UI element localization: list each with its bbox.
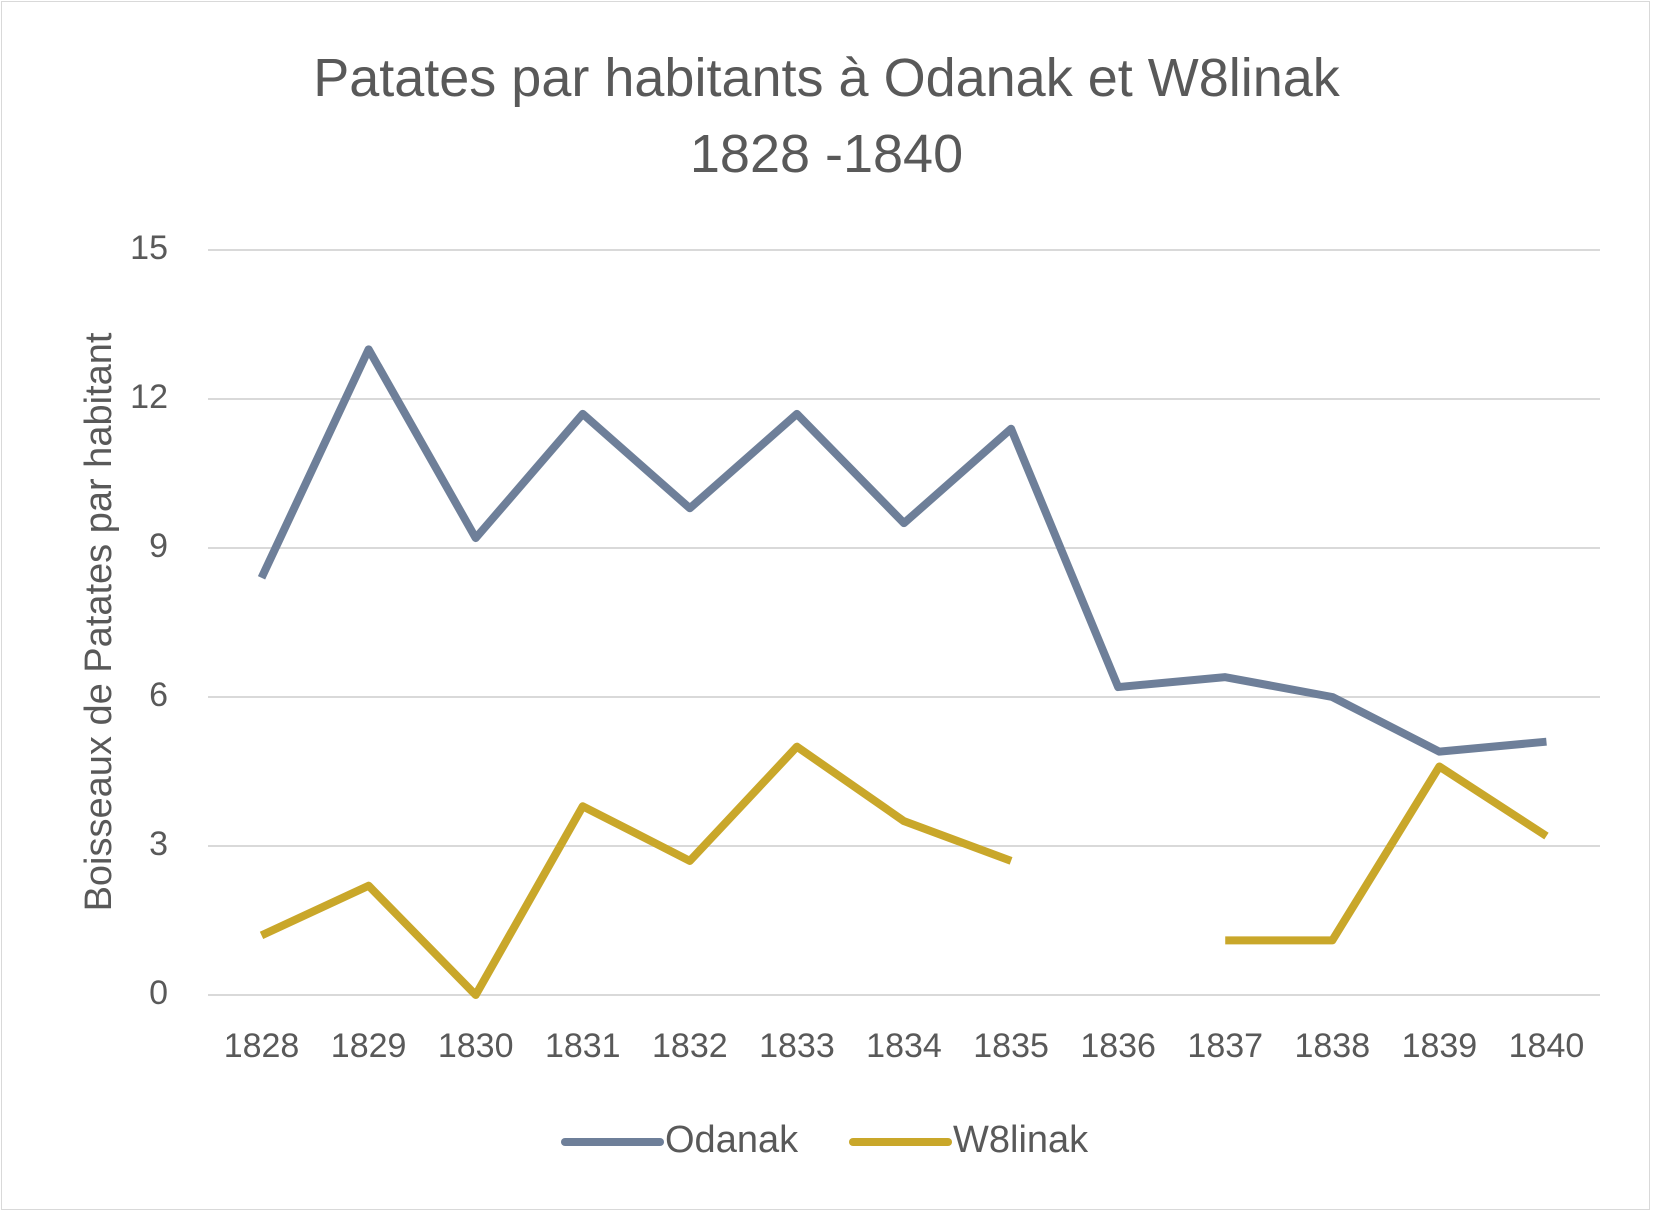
x-tick-label: 1835: [973, 1027, 1049, 1065]
x-tick-label: 1838: [1294, 1027, 1370, 1065]
x-tick-label: 1837: [1187, 1027, 1263, 1065]
series-line-w8linak: [259, 742, 1013, 999]
x-tick-label: 1831: [545, 1027, 621, 1065]
series-line-odanak: [257, 345, 1547, 756]
legend-label-w8linak: W8linak: [953, 1119, 1089, 1161]
series-lines: [257, 345, 1549, 999]
y-tick-label: 6: [149, 676, 168, 714]
y-tick-label: 3: [149, 825, 168, 863]
x-tick-label: 1830: [438, 1027, 514, 1065]
x-tick-label: 1828: [224, 1027, 300, 1065]
y-tick-label: 12: [130, 378, 168, 416]
series-line-w8linak: [1225, 762, 1549, 945]
x-tick-label: 1840: [1509, 1027, 1585, 1065]
chart-subtitle: 1828 -1840: [689, 124, 964, 184]
x-tick-label: 1839: [1402, 1027, 1478, 1065]
x-tick-label: 1829: [331, 1027, 407, 1065]
y-tick-label: 15: [130, 229, 168, 267]
x-tick-label: 1832: [652, 1027, 728, 1065]
chart-title: Patates par habitants à Odanak et W8lina…: [313, 48, 1340, 108]
gridlines: [208, 249, 1600, 996]
y-tick-label: 0: [149, 974, 168, 1012]
y-axis-label: Boisseaux de Patates par habitant: [78, 332, 120, 911]
x-axis-ticks: 1828 1829 1830 1831 1832 1833 1834 1835 1836 1837…: [224, 1027, 1585, 1065]
x-tick-label: 1833: [759, 1027, 835, 1065]
y-tick-label: 9: [149, 527, 168, 565]
legend-label-odanak: Odanak: [665, 1119, 799, 1161]
y-axis-ticks: 0 3 6 9 12 15: [130, 229, 168, 1012]
x-tick-label: 1834: [866, 1027, 942, 1065]
x-tick-label: 1836: [1080, 1027, 1156, 1065]
legend: Odanak W8linak: [561, 1119, 1089, 1161]
